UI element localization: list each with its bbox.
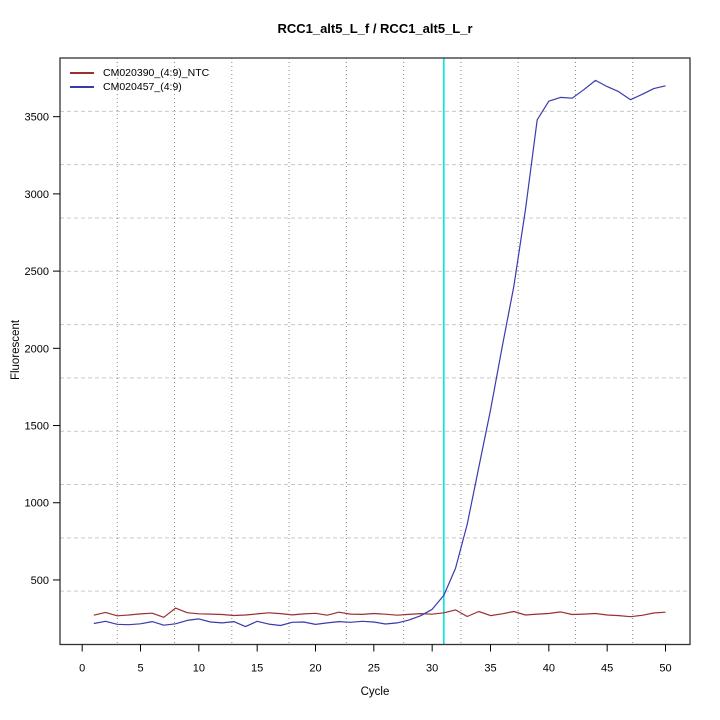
x-tick-label: 40 xyxy=(543,663,555,675)
y-tick-label: 2500 xyxy=(25,266,49,278)
legend-line-swatch xyxy=(70,72,94,74)
x-tick-label: 25 xyxy=(368,663,380,675)
x-tick-label: 5 xyxy=(137,663,143,675)
chart-title: RCC1_alt5_L_f / RCC1_alt5_L_r xyxy=(277,21,473,36)
plot-box xyxy=(59,57,691,646)
legend-item-label: CM020390_(4:9)_NTC xyxy=(103,67,210,79)
y-tick-label: 1500 xyxy=(25,421,49,433)
legend-line-swatch xyxy=(70,86,94,88)
y-tick-label: 2000 xyxy=(25,343,49,355)
y-tick-label: 3500 xyxy=(25,112,49,124)
series-line-1 xyxy=(93,79,666,628)
x-axis-title: Cycle xyxy=(360,686,390,698)
x-tick-label: 45 xyxy=(601,663,613,675)
legend-item: CM020457_(4:9) xyxy=(70,80,209,94)
x-tick-label: 20 xyxy=(309,663,321,675)
x-tick-label: 15 xyxy=(251,663,263,675)
legend-item: CM020390_(4:9)_NTC xyxy=(70,66,209,80)
x-tick-label: 0 xyxy=(79,663,85,675)
legend-item-label: CM020457_(4:9) xyxy=(103,81,182,93)
y-tick-label: 1000 xyxy=(25,498,49,510)
x-tick-label: 35 xyxy=(484,663,496,675)
legend: CM020390_(4:9)_NTC CM020457_(4:9) xyxy=(70,66,209,94)
series-line-0 xyxy=(93,607,666,618)
y-tick-label: 500 xyxy=(31,575,49,587)
x-tick-label: 50 xyxy=(659,663,671,675)
x-tick-label: 30 xyxy=(426,663,438,675)
x-tick-label: 10 xyxy=(193,663,205,675)
y-tick-label: 3000 xyxy=(25,189,49,201)
y-axis-title: Fluorescent xyxy=(10,319,22,381)
